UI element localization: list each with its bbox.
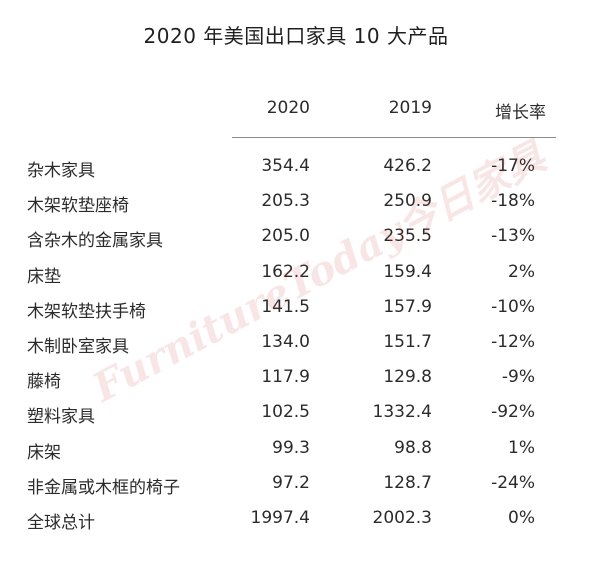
row-label: 木制卧室家具	[27, 336, 129, 357]
header-divider	[232, 137, 556, 138]
row-label: 杂木家具	[27, 161, 95, 181]
table-body: 杂木家具 354.4 426.2 -17% 木架软垫座椅 205.3 250.9 -18% 含杂…	[0, 152, 592, 539]
table-row: 杂木家具 354.4 426.2 -17%	[0, 152, 592, 187]
table-title: 2020 年美国出口家具 10 大产品	[143, 24, 449, 48]
table-row: 非金属或木框的椅子 97.2 128.7 -24%	[0, 469, 592, 504]
table-header-row: 2020 2019 增长率	[0, 98, 592, 126]
cell-2019: 129.8	[383, 367, 432, 388]
cell-2020: 117.9	[261, 367, 310, 388]
cell-2019: 159.4	[383, 261, 432, 282]
cell-growth: -13%	[491, 226, 535, 247]
cell-2020: 102.5	[261, 402, 310, 423]
row-label: 全球总计	[27, 512, 95, 533]
cell-2019: 151.7	[383, 331, 432, 352]
table-row: 木制卧室家具 134.0 151.7 -12%	[0, 328, 592, 363]
row-label: 床架	[27, 442, 61, 463]
cell-2019: 235.5	[383, 226, 432, 247]
row-label: 木架软垫扶手椅	[27, 301, 146, 322]
row-label: 非金属或木框的椅子	[27, 477, 180, 498]
cell-2020: 99.3	[272, 437, 310, 458]
cell-growth: -10%	[491, 296, 535, 317]
cell-2020: 134.0	[261, 331, 310, 352]
cell-2019: 128.7	[383, 472, 432, 493]
cell-2020: 97.2	[272, 472, 310, 493]
cell-2020: 354.4	[261, 156, 310, 176]
cell-growth: 2%	[508, 261, 535, 282]
cell-growth: -12%	[491, 331, 535, 352]
cell-growth: -17%	[491, 156, 535, 176]
row-label: 藤椅	[27, 372, 61, 393]
table-row: 床垫 162.2 159.4 2%	[0, 258, 592, 293]
cell-growth: 1%	[508, 437, 535, 458]
cell-growth: -24%	[491, 472, 535, 493]
cell-2019: 1332.4	[372, 402, 432, 423]
cell-2020: 205.3	[261, 191, 310, 212]
column-header-growth: 增长率	[495, 103, 546, 123]
table-row: 塑料家具 102.5 1332.4 -92%	[0, 398, 592, 433]
table-row: 床架 99.3 98.8 1%	[0, 434, 592, 469]
table-row: 木架软垫座椅 205.3 250.9 -18%	[0, 187, 592, 222]
cell-2020: 162.2	[261, 261, 310, 282]
cell-2019: 250.9	[383, 191, 432, 212]
cell-2020: 1997.4	[250, 507, 310, 528]
row-label: 木架软垫座椅	[27, 196, 129, 217]
cell-growth: -9%	[501, 367, 535, 388]
table-row: 全球总计 1997.4 2002.3 0%	[0, 504, 592, 539]
row-label: 床垫	[27, 266, 61, 287]
table-row: 含杂木的金属家具 205.0 235.5 -13%	[0, 222, 592, 257]
cell-growth: -18%	[491, 191, 535, 212]
cell-2019: 157.9	[383, 296, 432, 317]
table-row: 藤椅 117.9 129.8 -9%	[0, 363, 592, 398]
cell-2019: 426.2	[383, 156, 432, 176]
row-label: 塑料家具	[27, 407, 95, 428]
cell-2020: 141.5	[261, 296, 310, 317]
cell-growth: 0%	[508, 507, 535, 528]
column-header-2020: 2020	[266, 98, 310, 118]
cell-growth: -92%	[491, 402, 535, 423]
table-row: 木架软垫扶手椅 141.5 157.9 -10%	[0, 293, 592, 328]
cell-2019: 98.8	[394, 437, 432, 458]
column-header-2019: 2019	[388, 98, 432, 118]
cell-2020: 205.0	[261, 226, 310, 247]
cell-2019: 2002.3	[372, 507, 432, 528]
row-label: 含杂木的金属家具	[27, 231, 163, 252]
